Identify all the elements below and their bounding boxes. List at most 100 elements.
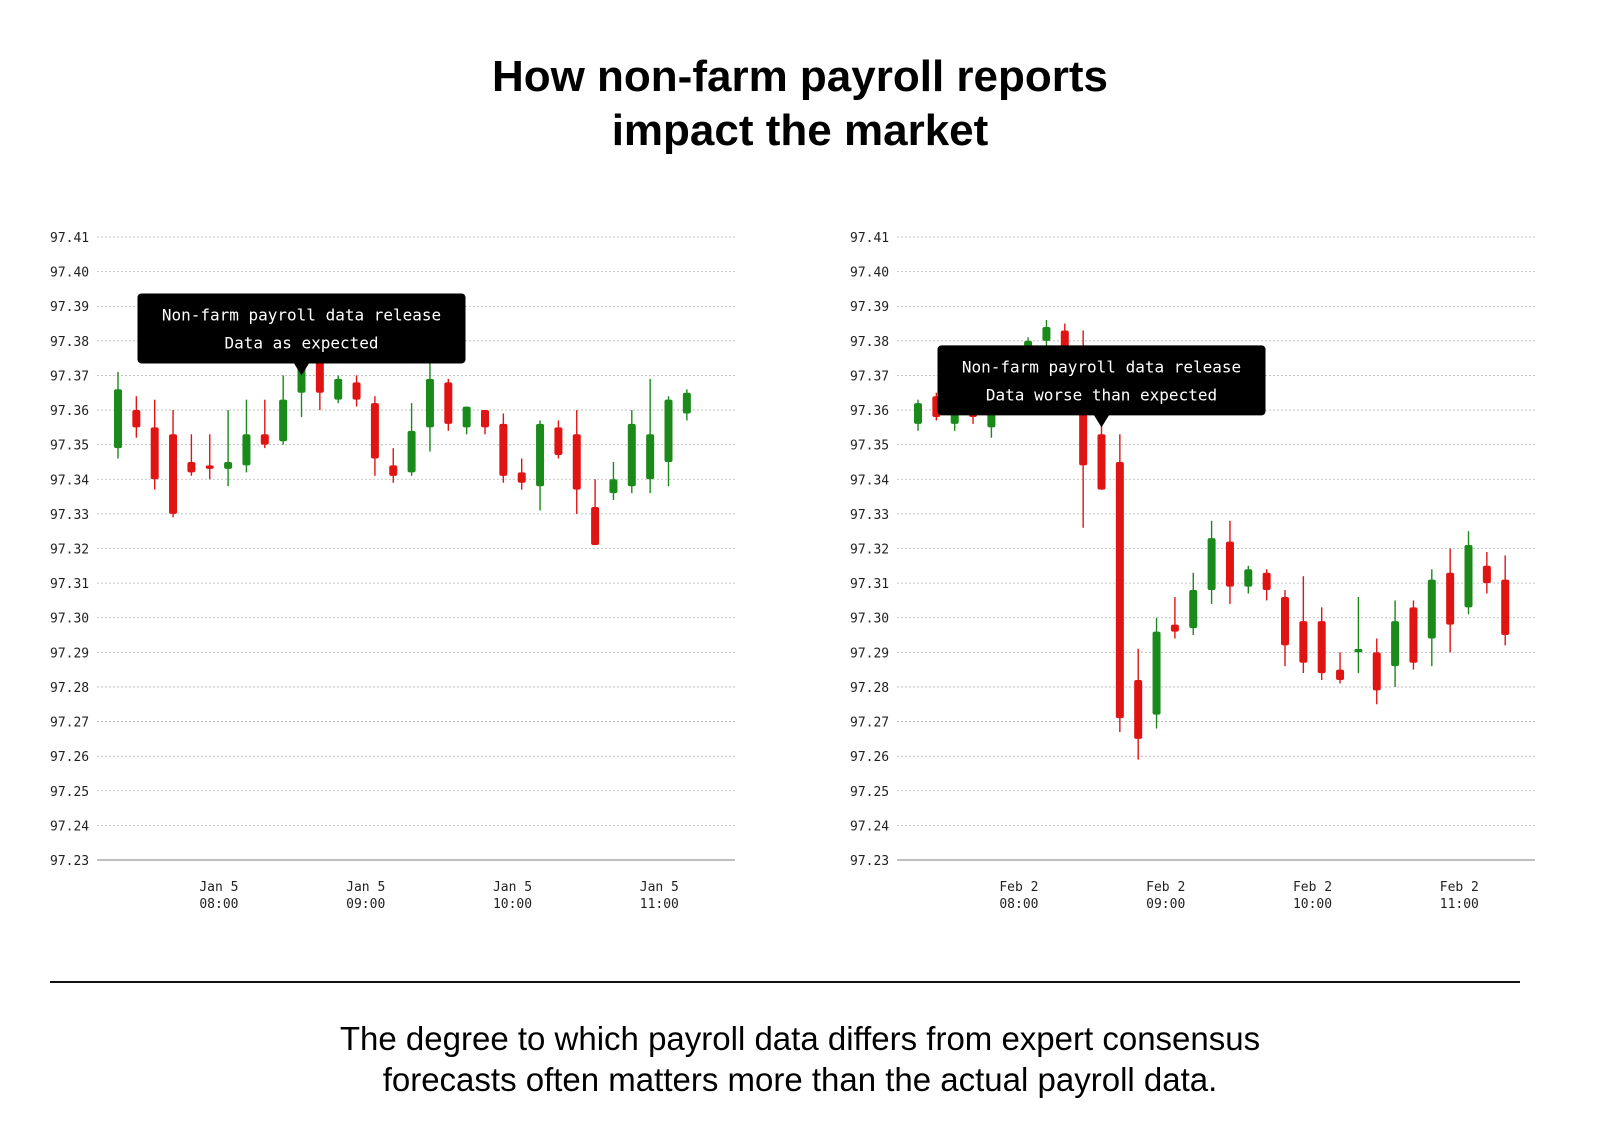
caption: The degree to which payroll data differs… [0, 1018, 1600, 1100]
chart-title: How non-farm payroll reports impact the … [0, 50, 1600, 158]
section-divider [50, 981, 1520, 983]
candle [187, 434, 196, 476]
candle-body-up [1354, 648, 1363, 653]
y-tick-label: 97.32 [850, 543, 889, 558]
candle-body-down [517, 472, 526, 483]
y-tick-label: 97.29 [50, 646, 89, 661]
candle [1409, 600, 1418, 670]
candle-body-up [914, 403, 922, 424]
y-tick-label: 97.27 [50, 716, 89, 731]
y-tick-label: 97.40 [850, 266, 889, 281]
candle [1372, 638, 1381, 705]
candle [1244, 565, 1253, 594]
candlestick-chart-feb-2: 97.41 97.40 97.39 97.38 97.37 97.36 97.35 97.34… [850, 231, 1535, 912]
candle-body-down [1281, 596, 1289, 646]
candle-body-down [481, 410, 489, 428]
candle-body-down [1225, 541, 1234, 587]
candle [517, 458, 526, 490]
candle-body-up [224, 461, 233, 469]
candle [1482, 551, 1491, 594]
x-tick-time: 08:00 [199, 897, 238, 912]
candle-body-down [352, 382, 361, 400]
tooltip-box [937, 345, 1266, 416]
candle-body-up [1189, 590, 1198, 629]
candle [536, 420, 545, 511]
x-tick-date: Feb 2 [1293, 880, 1332, 895]
y-tick-label: 97.38 [850, 335, 889, 350]
x-tick-time: 08:00 [999, 897, 1038, 912]
tooltip-box [137, 293, 466, 364]
x-tick-time: 09:00 [346, 897, 385, 912]
y-tick-label: 97.27 [850, 716, 889, 731]
tooltip-pointer [293, 362, 310, 376]
candle [462, 406, 471, 435]
candle-body-down [1299, 621, 1308, 663]
caption-line-2: forecasts often matters more than the ac… [382, 1061, 1218, 1098]
y-tick-label: 97.33 [850, 508, 889, 523]
candle [1097, 420, 1106, 490]
candle-body-down [1134, 680, 1143, 739]
candle-body-up [462, 406, 471, 428]
annotation-tooltip: Non-farm payroll data release Data worse … [937, 345, 1266, 428]
y-tick-label: 97.36 [50, 404, 89, 419]
y-tick-label: 97.28 [50, 681, 89, 696]
candle [1262, 569, 1271, 601]
candle [572, 410, 581, 514]
candle [1336, 652, 1345, 684]
candle-body-up [425, 378, 434, 428]
candle [554, 420, 563, 459]
candle-body-up [1244, 569, 1253, 587]
y-tick-label: 97.24 [50, 819, 89, 834]
y-tick-label: 97.39 [850, 300, 889, 315]
y-tick-label: 97.31 [50, 577, 89, 592]
y-tick-label: 97.23 [850, 854, 889, 869]
candle [352, 375, 361, 407]
candle [132, 396, 141, 438]
y-tick-label: 97.36 [850, 404, 889, 419]
candlestick-chart-jan-5: 97.41 97.40 97.39 97.38 97.37 97.36 97.35 97.34… [50, 231, 735, 912]
candle-body-down [370, 403, 379, 459]
x-tick-time: 10:00 [1293, 897, 1332, 912]
candle [224, 410, 233, 487]
x-tick-time: 11:00 [1440, 897, 1479, 912]
x-tick-time: 11:00 [640, 897, 679, 912]
candle-body-down [1372, 652, 1381, 691]
y-tick-label: 97.24 [850, 819, 889, 834]
candle-body-up [407, 430, 416, 473]
tooltip-line-1: Non-farm payroll data release [162, 305, 441, 324]
y-tick-label: 97.41 [850, 231, 889, 246]
candle [1281, 590, 1289, 667]
candle [1464, 531, 1473, 615]
annotation-tooltip: Non-farm payroll data release Data as exp… [137, 293, 466, 376]
candle-body-up [1207, 538, 1216, 591]
y-tick-label: 97.29 [850, 646, 889, 661]
chart-title-line-1: How non-farm payroll reports [491, 52, 1109, 101]
candle [627, 410, 636, 494]
candle-body-down [572, 434, 581, 490]
x-tick-date: Feb 2 [1146, 880, 1185, 895]
candle [1189, 572, 1198, 636]
tooltip-pointer [1093, 414, 1110, 428]
candle-body-down [1317, 621, 1326, 674]
candle [646, 378, 655, 494]
y-tick-label: 97.35 [850, 439, 889, 454]
candle-body-down [1336, 669, 1345, 681]
x-tick-date: Jan 5 [640, 880, 679, 895]
candle [425, 361, 434, 452]
candle [664, 396, 673, 487]
candle-body-down [150, 427, 159, 480]
y-tick-label: 97.39 [50, 300, 89, 315]
candle [1354, 596, 1363, 674]
candle [260, 399, 269, 449]
y-tick-label: 97.26 [850, 750, 889, 765]
x-tick-date: Jan 5 [199, 880, 238, 895]
y-tick-label: 97.34 [850, 473, 889, 488]
x-tick-date: Jan 5 [493, 880, 532, 895]
y-tick-label: 97.30 [850, 612, 889, 627]
candle-body-down [1409, 607, 1418, 663]
candle [1170, 596, 1179, 639]
y-tick-label: 97.25 [50, 785, 89, 800]
candle-body-up [1042, 326, 1051, 341]
candle-body-down [389, 465, 398, 476]
candle [279, 375, 288, 445]
